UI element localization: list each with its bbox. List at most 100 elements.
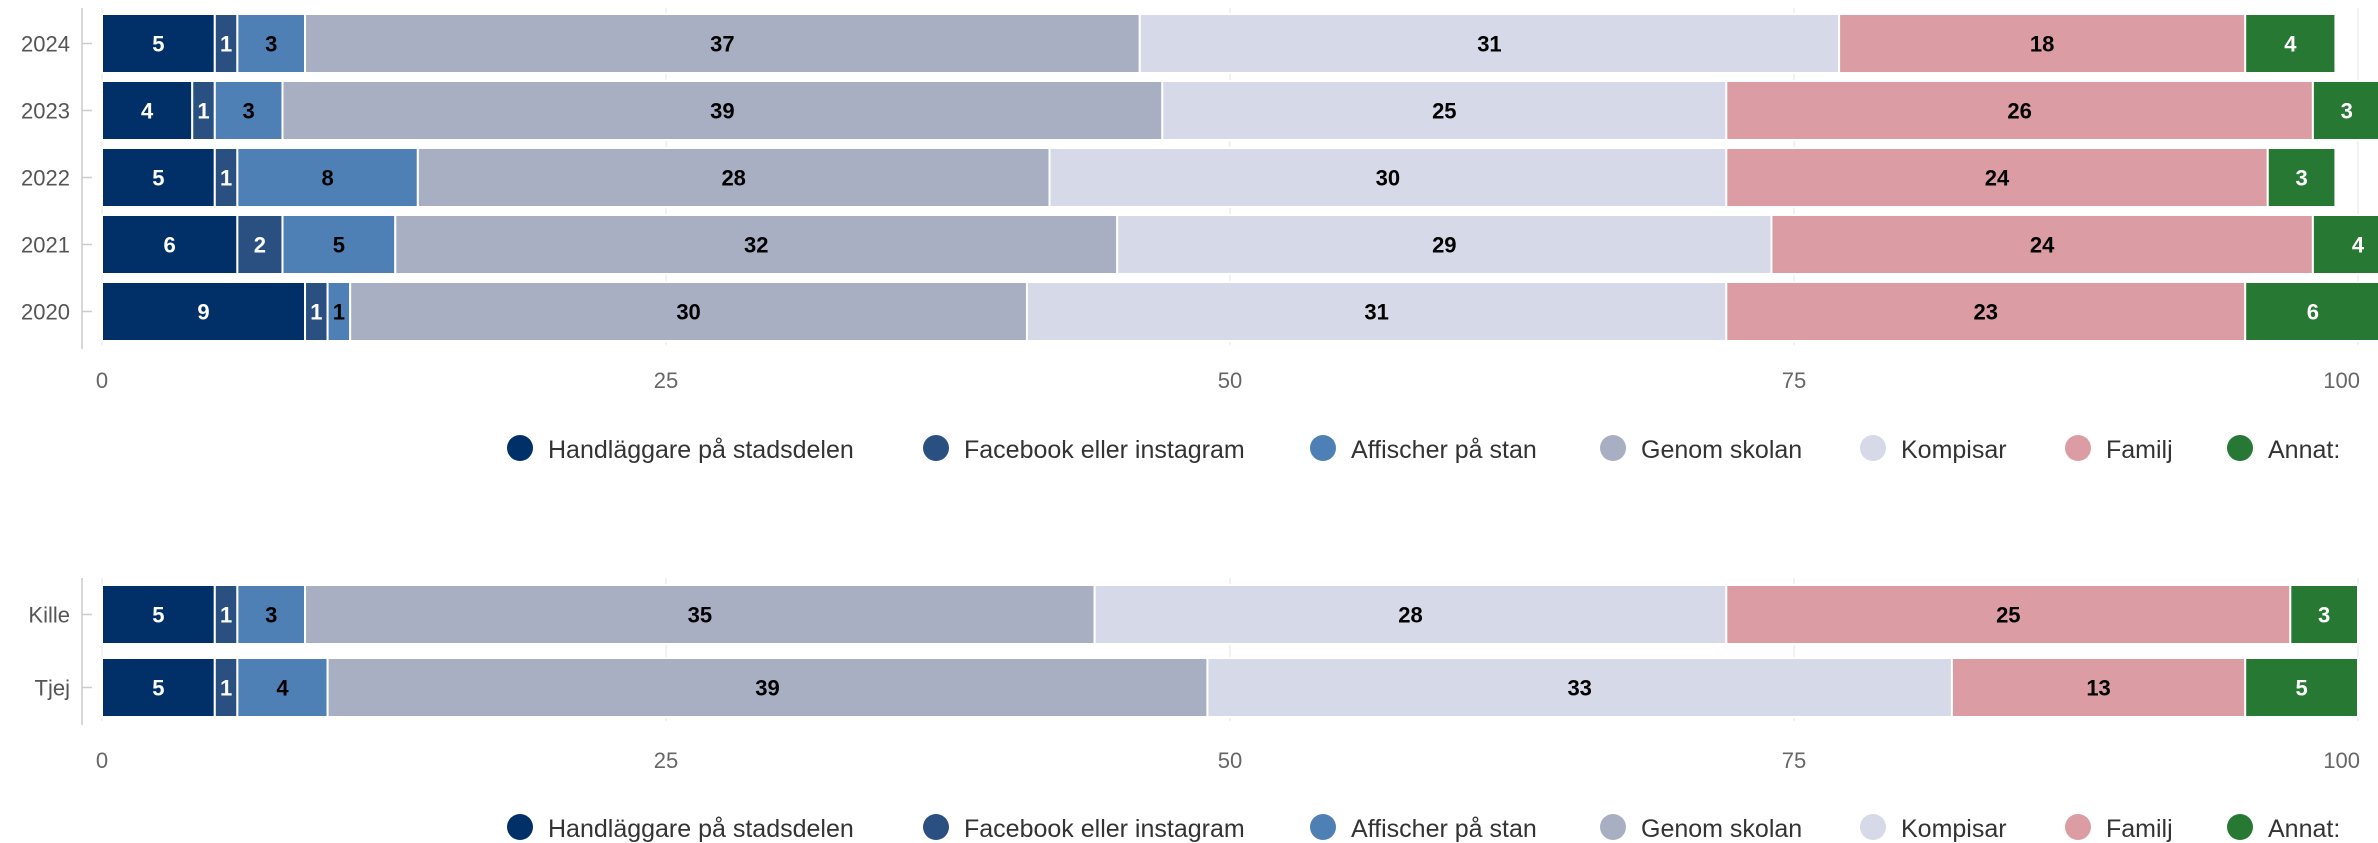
data-label: 4 [2352, 233, 2365, 258]
legend-item[interactable]: Genom skolan [1641, 436, 1802, 464]
data-label: 1 [310, 300, 322, 325]
bar-segment [304, 584, 1096, 645]
data-label: 32 [744, 233, 768, 258]
x-tick-label: 100 [2323, 748, 2360, 773]
data-label: 3 [265, 32, 277, 57]
data-label: 5 [152, 166, 164, 191]
legend-item[interactable]: Kompisar [1901, 815, 2007, 843]
legend-item[interactable]: Facebook eller instagram [964, 436, 1245, 464]
category-label: 2024 [21, 32, 70, 57]
legend-swatch[interactable] [2065, 435, 2091, 461]
legend-item[interactable]: Facebook eller instagram [964, 815, 1245, 843]
legend-item[interactable]: Familj [2106, 436, 2173, 464]
category-label: Kille [28, 603, 70, 628]
legend-item[interactable]: Affischer på stan [1351, 436, 1537, 464]
data-label: 3 [2341, 99, 2353, 124]
legend-item[interactable]: Handläggare på stadsdelen [548, 815, 854, 843]
data-label: 39 [755, 676, 779, 701]
bar-segment [213, 80, 284, 141]
bar-segment [2244, 13, 2337, 74]
data-label: 30 [676, 300, 700, 325]
category-label: 2021 [21, 233, 70, 258]
legend-item[interactable]: Annat: [2268, 436, 2340, 464]
data-label: 3 [2295, 166, 2307, 191]
legend-swatch[interactable] [2227, 814, 2253, 840]
bar-segment [2289, 584, 2360, 645]
legend-item[interactable]: Annat: [2268, 815, 2340, 843]
data-label: 26 [2007, 99, 2031, 124]
data-label: 25 [1432, 99, 1456, 124]
bar-segment [1725, 584, 2292, 645]
bar-segment [101, 657, 216, 718]
data-label: 1 [220, 676, 232, 701]
x-tick-label: 0 [96, 368, 108, 393]
legend-swatch[interactable] [507, 435, 533, 461]
bar-segment [2311, 214, 2378, 275]
bar-segment [1838, 13, 2247, 74]
legend-item[interactable]: Familj [2106, 815, 2173, 843]
bar-segment [101, 214, 239, 275]
legend-swatch[interactable] [1860, 814, 1886, 840]
bar-segment [1025, 281, 1728, 342]
data-label: 4 [141, 99, 154, 124]
bar-segment [2244, 657, 2359, 718]
bar-segment [1950, 657, 2247, 718]
legend-swatch[interactable] [923, 435, 949, 461]
x-tick-label: 50 [1218, 748, 1242, 773]
x-tick-label: 0 [96, 748, 108, 773]
x-tick-label: 25 [654, 748, 678, 773]
data-label: 5 [333, 233, 345, 258]
x-tick-label: 100 [2323, 368, 2360, 393]
category-label: 2020 [21, 300, 70, 325]
bar-segment [1048, 147, 1728, 208]
legend-swatch[interactable] [2065, 814, 2091, 840]
data-label: 4 [2284, 32, 2297, 57]
bar-segment [326, 657, 1209, 718]
data-label: 28 [721, 166, 745, 191]
legend-swatch[interactable] [1860, 435, 1886, 461]
data-label: 28 [1398, 603, 1422, 628]
legend-swatch[interactable] [1310, 814, 1336, 840]
x-tick-label: 50 [1218, 368, 1242, 393]
legend-item[interactable]: Kompisar [1901, 436, 2007, 464]
x-tick-label: 75 [1782, 748, 1806, 773]
data-label: 35 [688, 603, 712, 628]
legend-item[interactable]: Genom skolan [1641, 815, 1802, 843]
data-label: 33 [1567, 676, 1591, 701]
legend-swatch[interactable] [1310, 435, 1336, 461]
bar-segment [236, 13, 307, 74]
data-label: 39 [710, 99, 734, 124]
category-label: 2023 [21, 99, 70, 124]
data-label: 24 [2030, 233, 2055, 258]
data-label: 3 [2318, 603, 2330, 628]
data-label: 5 [152, 603, 164, 628]
bar-segment [1116, 214, 1773, 275]
legend-item[interactable]: Handläggare på stadsdelen [548, 436, 854, 464]
data-label: 1 [220, 32, 232, 57]
data-label: 6 [2307, 300, 2319, 325]
data-label: 9 [197, 300, 209, 325]
bar-segment [304, 13, 1141, 74]
legend-swatch[interactable] [1600, 435, 1626, 461]
legend-item[interactable]: Affischer på stan [1351, 815, 1537, 843]
legend-swatch[interactable] [923, 814, 949, 840]
bar-segment [1138, 13, 1841, 74]
bar-segment [236, 147, 419, 208]
data-label: 24 [1985, 166, 2010, 191]
data-label: 23 [1974, 300, 1998, 325]
legend-swatch[interactable] [1600, 814, 1626, 840]
data-label: 4 [276, 676, 289, 701]
legend-swatch[interactable] [507, 814, 533, 840]
data-label: 18 [2030, 32, 2054, 57]
data-label: 25 [1996, 603, 2020, 628]
category-label: 2022 [21, 166, 70, 191]
data-label: 1 [220, 166, 232, 191]
legend-swatch[interactable] [2227, 435, 2253, 461]
bar-segment [1725, 147, 2269, 208]
data-label: 37 [710, 32, 734, 57]
data-label: 5 [152, 32, 164, 57]
data-label: 3 [265, 603, 277, 628]
